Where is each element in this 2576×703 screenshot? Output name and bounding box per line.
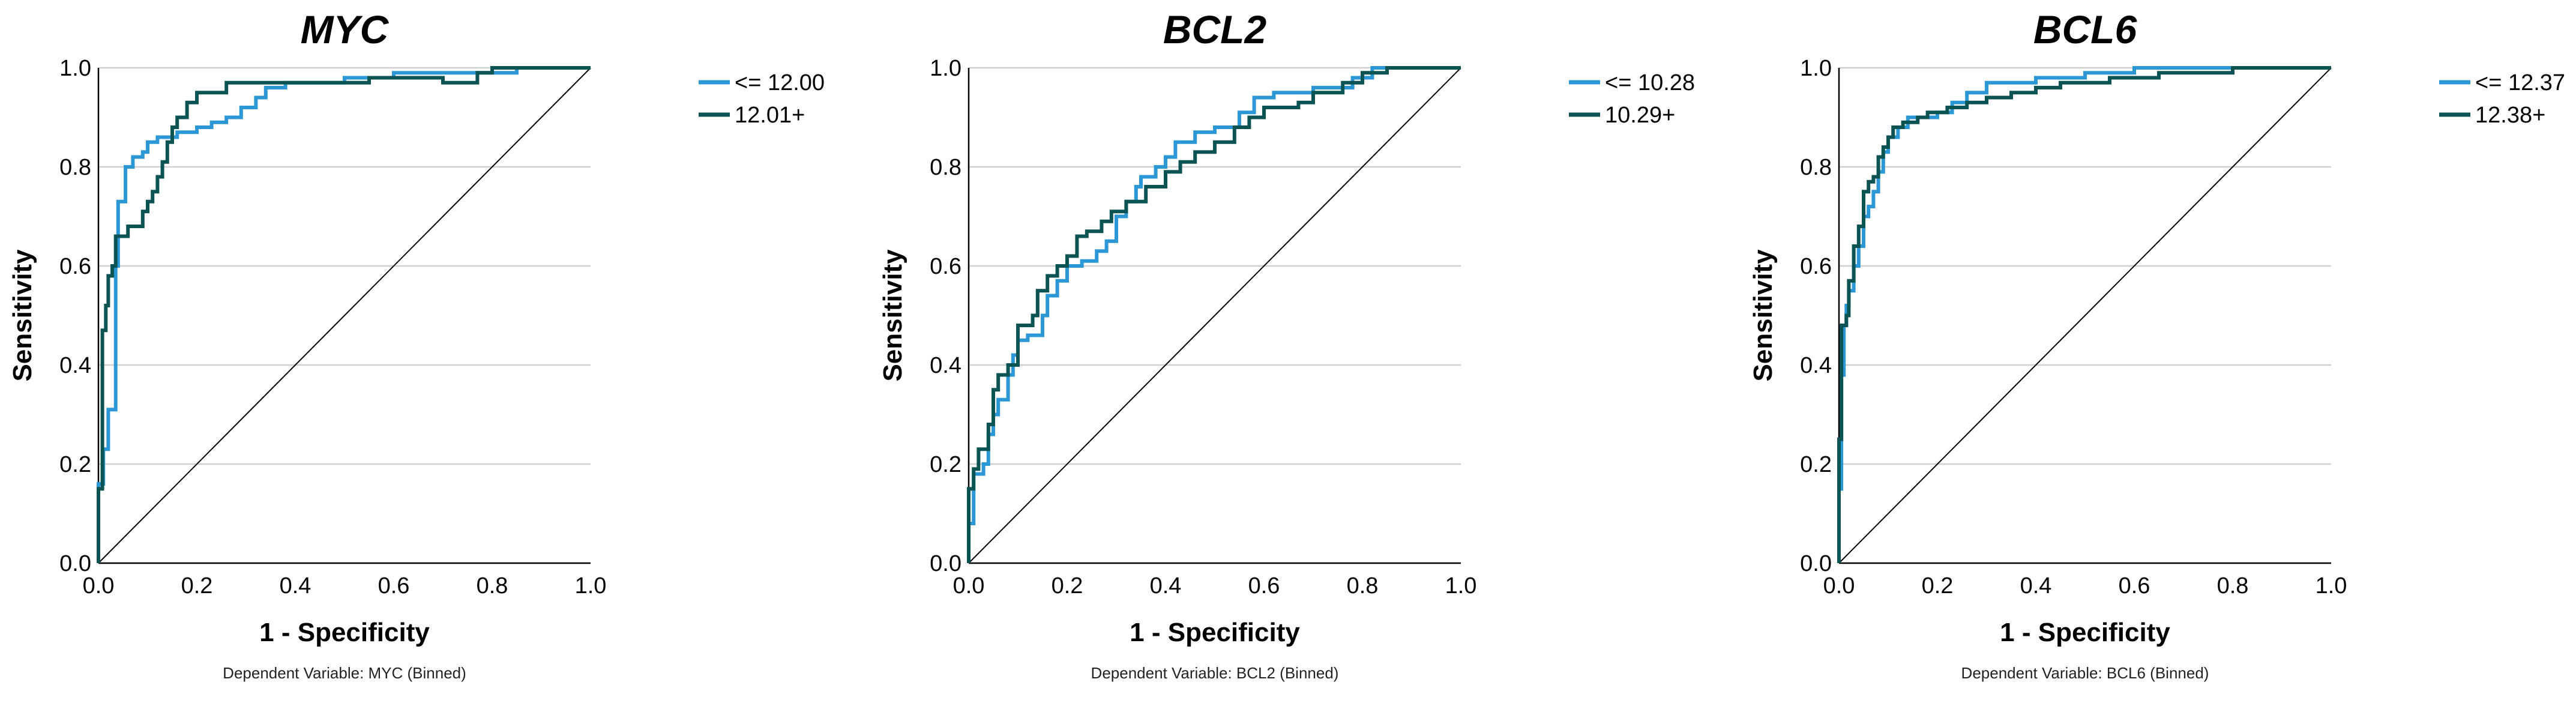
x-tick-label: 0.2 (1922, 573, 1954, 599)
legend: <= 10.28 10.29+ (1569, 70, 1695, 128)
x-tick-label: 0.0 (953, 573, 985, 599)
y-tick-label: 0.8 (1800, 155, 1832, 180)
dependent-variable-note: Dependent Variable: BCL6 (Binned) (1961, 664, 2209, 682)
x-tick-label: 0.4 (1150, 573, 1182, 599)
y-tick-label: 0.0 (1800, 551, 1832, 576)
x-tick-label: 1.0 (1445, 573, 1477, 599)
y-tick-label: 0.4 (930, 353, 961, 378)
legend-label: <= 10.28 (1605, 70, 1695, 95)
y-axis-label: Sensitivity (8, 249, 37, 382)
reference-diagonal-line (968, 67, 1461, 564)
x-tick-label: 0.4 (280, 573, 311, 599)
x-axis-label: 1 - Specificity (2000, 618, 2170, 647)
y-tick-label: 0.8 (59, 155, 91, 180)
legend-label: <= 12.00 (735, 70, 825, 95)
y-tick-label: 0.0 (930, 551, 961, 576)
dependent-variable-note: Dependent Variable: BCL2 (Binned) (1091, 664, 1339, 682)
x-tick-label: 0.0 (1823, 573, 1855, 599)
legend-label: 12.01+ (735, 103, 805, 128)
x-tick-label: 0.2 (1052, 573, 1083, 599)
x-tick-label: 0.6 (1248, 573, 1280, 599)
legend-label: <= 12.37 (2475, 70, 2565, 95)
y-axis-label: Sensitivity (878, 249, 907, 382)
reference-diagonal-line (98, 67, 591, 564)
series-line-1 (1837, 66, 2331, 563)
legend: <= 12.00 12.01+ (699, 70, 825, 128)
y-tick-label: 0.4 (1800, 353, 1832, 378)
y-axis-label: Sensitivity (1748, 249, 1778, 382)
dependent-variable-note: Dependent Variable: MYC (Binned) (223, 664, 466, 682)
roc-panel-0: MYC 0.0 0.2 0.4 0.6 0.8 1.0 0.0 0.2 0.4 0.6 0.8 1.0 1… (8, 7, 825, 682)
x-tick-label: 0.6 (2119, 573, 2150, 599)
x-tick-label: 0.8 (1347, 573, 1379, 599)
x-axis-label: 1 - Specificity (259, 618, 430, 647)
roc-panel-2: BCL6 0.0 0.2 0.4 0.6 0.8 1.0 0.0 0.2 0.4 0.6 0.8 1.0… (1748, 7, 2565, 682)
x-tick-label: 0.0 (83, 573, 115, 599)
y-tick-label: 0.8 (930, 155, 961, 180)
y-tick-label: 0.6 (930, 254, 961, 279)
y-tick-label: 1.0 (59, 56, 91, 81)
y-tick-label: 0.6 (1800, 254, 1832, 279)
legend-label: 10.29+ (1605, 103, 1675, 128)
x-tick-label: 1.0 (575, 573, 607, 599)
x-tick-label: 0.2 (181, 573, 213, 599)
x-axis-label: 1 - Specificity (1130, 618, 1300, 647)
series-line-1 (97, 66, 591, 563)
series-line-0 (967, 66, 1461, 563)
y-tick-label: 1.0 (1800, 56, 1832, 81)
y-tick-label: 0.0 (59, 551, 91, 576)
roc-panel-1: BCL2 0.0 0.2 0.4 0.6 0.8 1.0 0.0 0.2 0.4 0.6 0.8 1.0… (878, 7, 1695, 682)
y-tick-label: 0.6 (59, 254, 91, 279)
y-tick-label: 0.2 (59, 452, 91, 477)
y-tick-label: 0.2 (1800, 452, 1832, 477)
chart-title: BCL6 (2033, 7, 2138, 52)
chart-title: MYC (301, 7, 390, 52)
x-tick-label: 0.6 (378, 573, 410, 599)
x-tick-label: 0.4 (2020, 573, 2052, 599)
y-tick-label: 1.0 (930, 56, 961, 81)
x-tick-label: 1.0 (2316, 573, 2347, 599)
x-tick-label: 0.8 (2217, 573, 2249, 599)
legend: <= 12.37 12.38+ (2439, 70, 2565, 128)
y-tick-label: 0.4 (59, 353, 91, 378)
chart-title: BCL2 (1163, 7, 1267, 52)
x-tick-label: 0.8 (477, 573, 508, 599)
reference-diagonal-line (1838, 67, 2332, 564)
series-line-1 (967, 66, 1461, 563)
y-tick-label: 0.2 (930, 452, 961, 477)
legend-label: 12.38+ (2475, 103, 2545, 128)
